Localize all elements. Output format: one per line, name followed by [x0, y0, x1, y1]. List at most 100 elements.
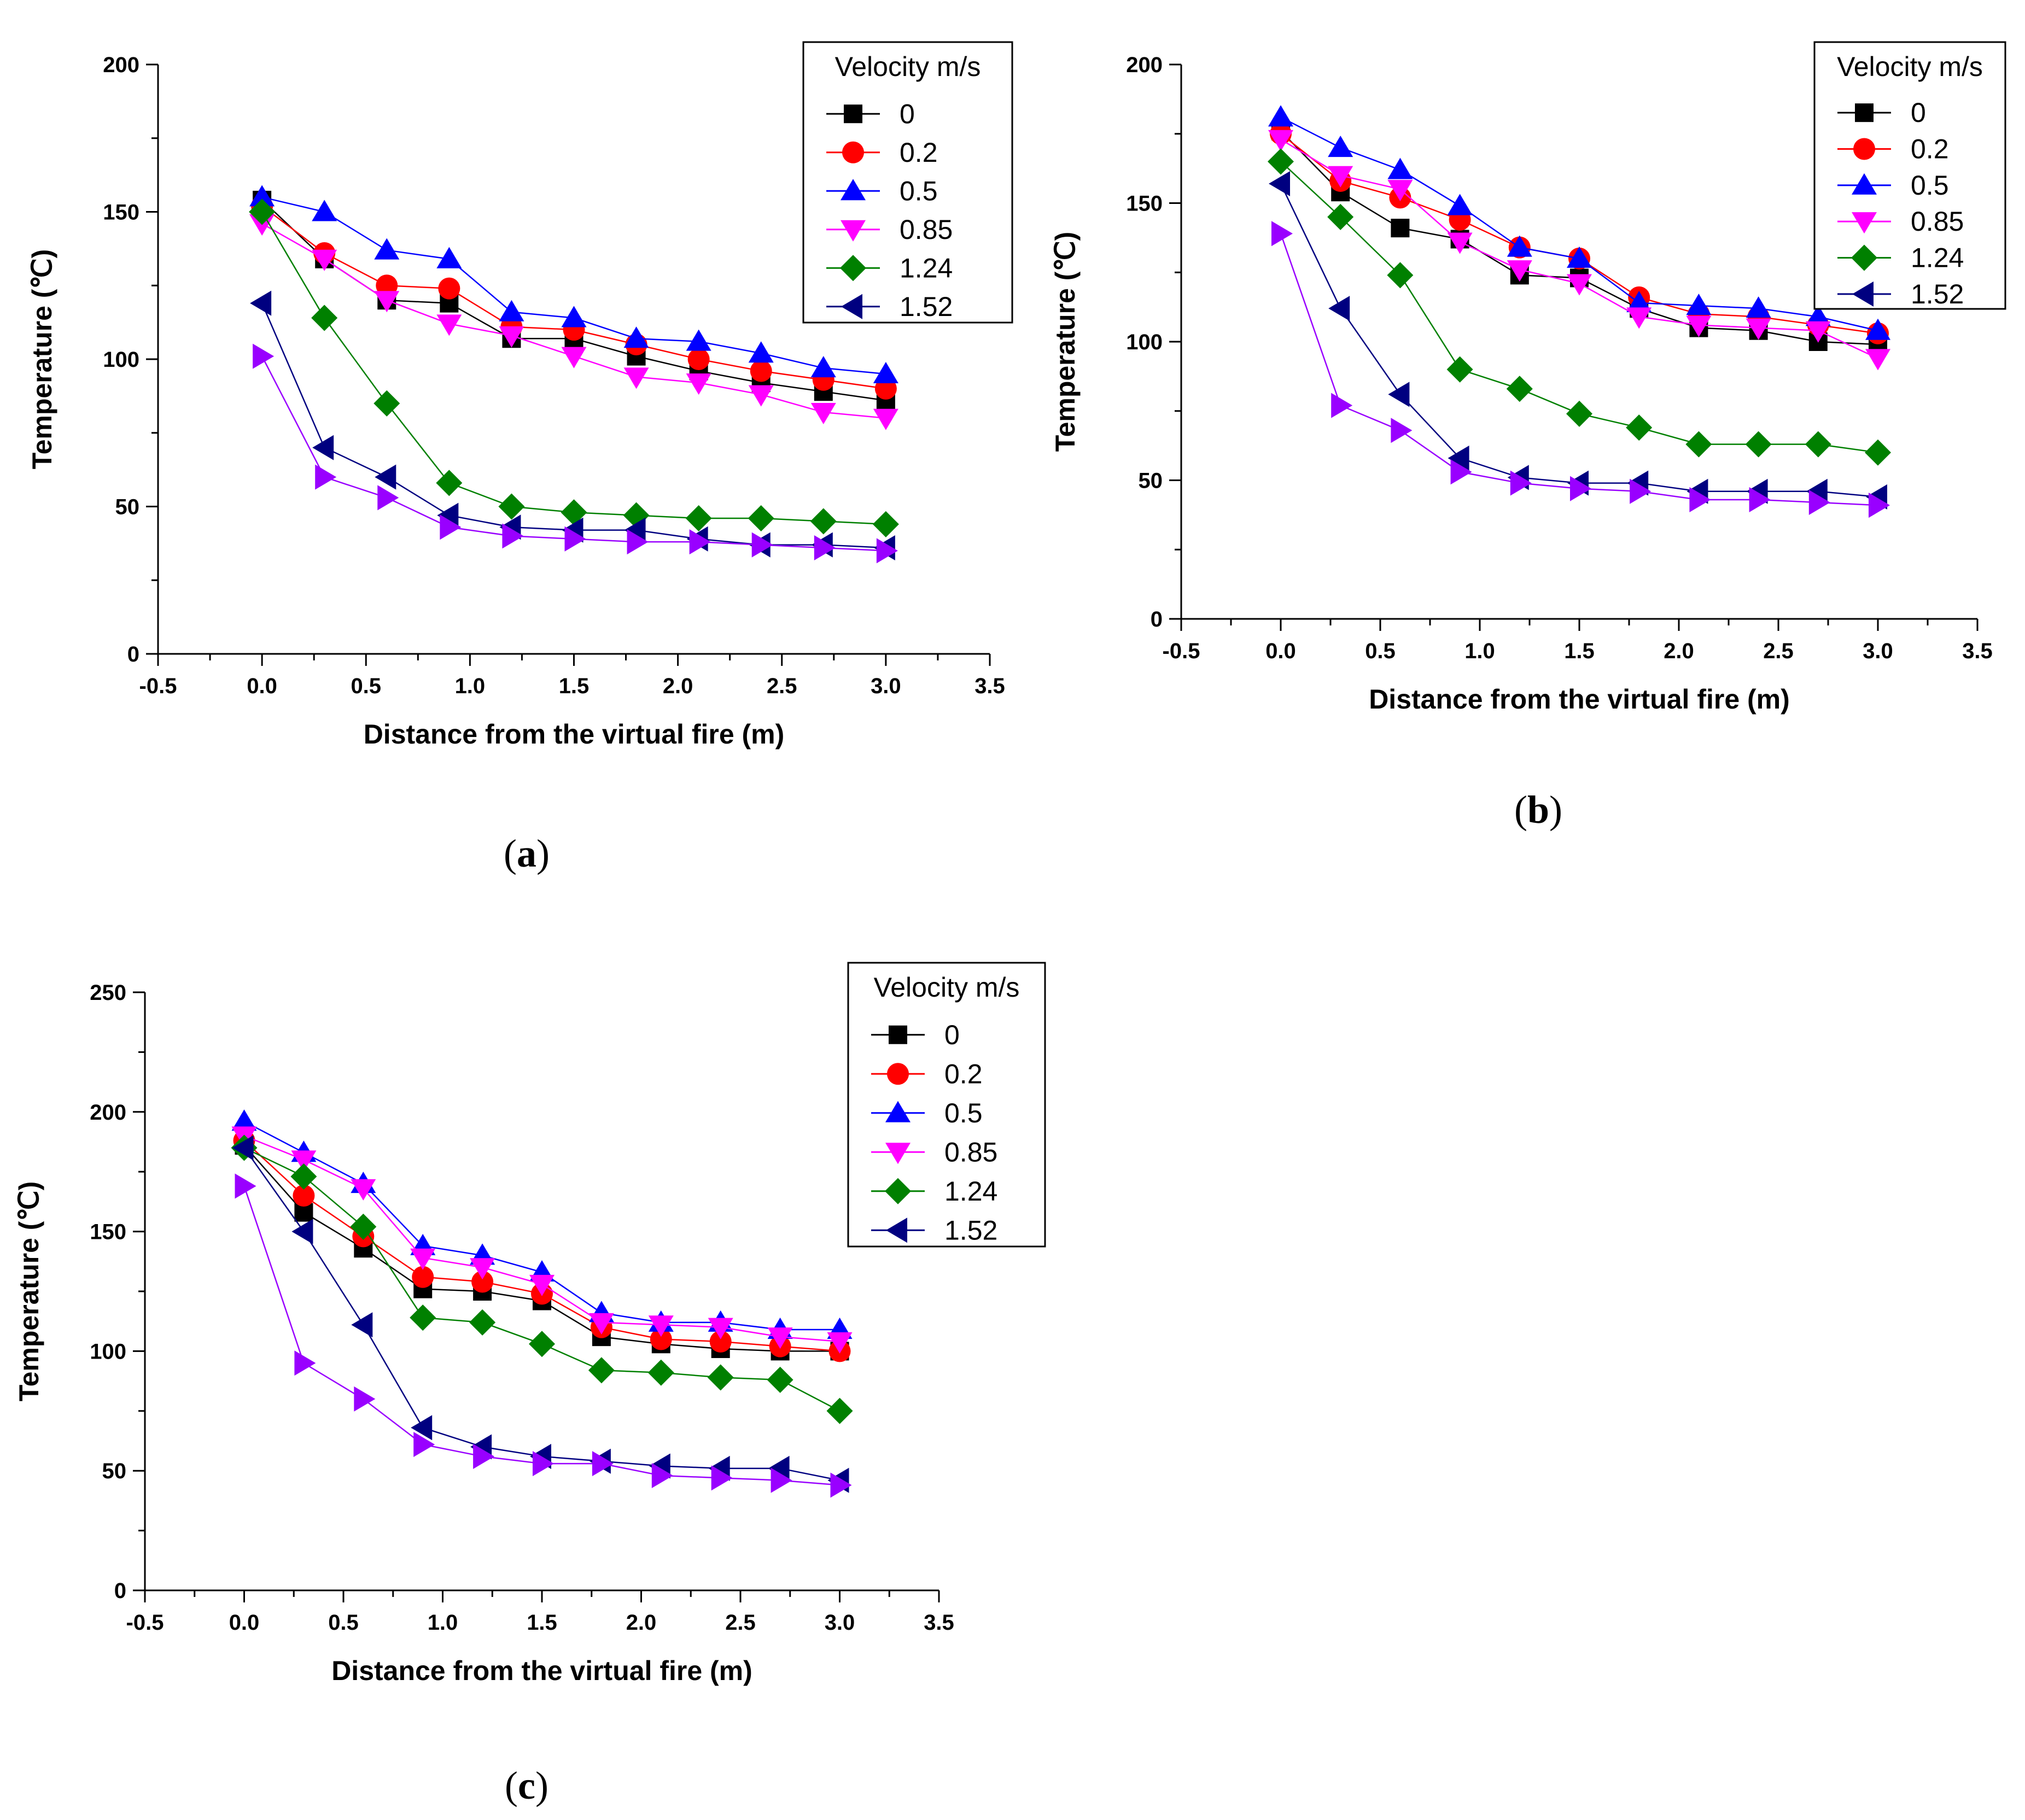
triangle-up-marker — [249, 185, 275, 207]
x-tick-label: 2.5 — [1763, 639, 1794, 663]
legend-label: 0.5 — [900, 175, 938, 206]
x-tick-label: 1.0 — [1464, 639, 1495, 663]
triangle-right-marker — [1570, 476, 1591, 501]
legend-title: Velocity m/s — [1837, 51, 1983, 82]
circle-marker — [412, 1266, 434, 1288]
x-tick-label: -0.5 — [139, 674, 177, 698]
x-tick-label: 3.5 — [924, 1611, 954, 1635]
triangle-down-marker — [1567, 274, 1592, 296]
square-marker — [1855, 103, 1874, 122]
triangle-up-marker — [231, 1109, 257, 1131]
triangle-up-marker — [1387, 157, 1413, 179]
circle-marker — [750, 360, 772, 382]
y-tick-label: 100 — [90, 1339, 126, 1363]
triangle-down-marker — [588, 1313, 614, 1335]
triangle-down-marker — [748, 385, 774, 407]
triangle-up-marker — [561, 306, 587, 327]
triangle-right-marker — [294, 1350, 316, 1376]
diamond-marker — [1851, 244, 1877, 271]
legend: Velocity m/s 0 0.2 0.5 0.85 1.24 1.52 — [802, 41, 1013, 324]
triangle-right-marker — [592, 1451, 614, 1477]
triangle-right-marker — [1808, 490, 1830, 516]
series-line-0 — [243, 1145, 840, 1352]
diamond-marker — [350, 1213, 377, 1240]
y-tick-label: 150 — [90, 1220, 126, 1244]
diamond-marker — [588, 1357, 615, 1384]
diamond-marker — [826, 1397, 853, 1424]
triangle-up-marker — [374, 238, 400, 260]
triangle-down-marker — [1852, 212, 1877, 234]
y-tick-label: 50 — [115, 495, 140, 519]
diamond-marker — [1626, 414, 1653, 441]
triangle-right-marker — [1630, 478, 1651, 504]
triangle-up-marker — [499, 300, 524, 321]
panel-label-paren: ) — [1549, 788, 1562, 832]
diamond-marker — [374, 390, 400, 417]
chart-panel-a: -0.5 0.0 0.5 1.0 1.5 2.0 2.5 3.0 3.5 0 50 100 150 200… — [27, 41, 1013, 875]
x-axis-title: Distance from the virtual fire (m) — [364, 719, 785, 750]
panel-label-letter: c — [518, 1764, 535, 1807]
legend-label: 0.2 — [944, 1058, 983, 1089]
diamond-marker — [498, 493, 525, 520]
diamond-marker — [290, 1163, 317, 1190]
diamond-marker — [436, 470, 463, 496]
circle-marker — [1853, 138, 1875, 160]
panel-label: (c) — [505, 1764, 548, 1807]
triangle-right-marker — [1510, 470, 1532, 496]
diamond-marker — [1685, 431, 1712, 458]
square-marker — [1391, 219, 1410, 238]
y-tick-label: 100 — [103, 348, 139, 372]
y-tick-label: 0 — [1151, 607, 1163, 631]
legend-label: 1.24 — [944, 1176, 997, 1207]
y-tick-label: 250 — [90, 981, 126, 1005]
y-tick-label: 150 — [1126, 192, 1163, 216]
triangle-left-marker — [886, 1218, 907, 1243]
x-tick-label: 1.0 — [428, 1611, 458, 1635]
legend: Velocity m/s 0 0.2 0.5 0.85 1.24 1.52 — [1813, 41, 2006, 310]
triangle-down-marker — [1268, 130, 1293, 151]
legend-label: 1.52 — [900, 291, 953, 322]
legend-label: 0 — [900, 98, 915, 129]
legend-label: 1.24 — [1911, 243, 1964, 273]
panel-label-paren: ) — [535, 1764, 548, 1807]
x-tick-label: 0.5 — [1365, 639, 1396, 663]
diamond-marker — [885, 1178, 911, 1204]
triangle-left-marker — [291, 1219, 313, 1244]
triangle-left-marker — [437, 502, 459, 528]
triangle-left-marker — [1269, 171, 1290, 197]
triangle-up-marker — [1447, 194, 1473, 215]
y-tick-label: 0 — [114, 1579, 126, 1603]
triangle-left-marker — [1328, 296, 1350, 321]
diamond-marker — [748, 505, 774, 532]
legend: Velocity m/s 0 0.2 0.5 0.85 1.24 1.52 — [847, 962, 1046, 1248]
triangle-down-marker — [470, 1258, 495, 1280]
triangle-up-marker — [1268, 105, 1293, 127]
panel-label-letter: a — [517, 832, 536, 875]
diamond-marker — [872, 511, 899, 537]
triangle-right-marker — [440, 514, 462, 540]
square-marker — [889, 1025, 907, 1044]
legend-box — [802, 41, 1013, 324]
triangle-down-marker — [1507, 260, 1532, 282]
diamond-marker — [410, 1304, 436, 1331]
triangle-down-marker — [767, 1327, 793, 1349]
triangle-right-marker — [751, 532, 773, 558]
x-tick-label: 0.0 — [247, 674, 277, 698]
x-tick-label: 2.0 — [626, 1611, 657, 1635]
circle-marker — [687, 348, 710, 370]
triangle-left-marker — [1806, 478, 1828, 504]
triangle-left-marker — [841, 294, 862, 319]
diamond-marker — [529, 1331, 555, 1357]
triangle-up-marker — [1328, 136, 1353, 157]
circle-marker — [650, 1328, 672, 1350]
triangle-right-marker — [1749, 487, 1771, 512]
triangle-down-marker — [1328, 166, 1353, 188]
series-line-1.52 — [1280, 183, 1878, 498]
x-axis-title: Distance from the virtual fire (m) — [1369, 684, 1790, 715]
triangle-up-marker — [885, 1101, 911, 1122]
square-marker — [844, 104, 862, 124]
triangle-right-marker — [1689, 487, 1711, 512]
x-tick-label: 1.5 — [1564, 639, 1595, 663]
legend-box — [847, 962, 1046, 1248]
triangle-down-marker — [1626, 307, 1652, 329]
